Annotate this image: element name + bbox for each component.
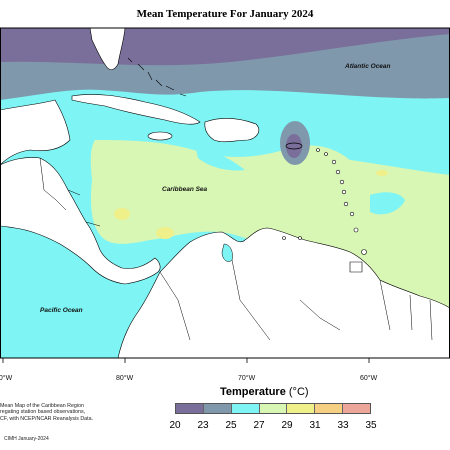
band-25-27-patch	[370, 192, 405, 215]
longitude-label: 90°W	[0, 374, 13, 382]
legend-tick-label: 29	[281, 420, 293, 431]
label-pacific-ocean: Pacific Ocean	[40, 307, 83, 314]
legend-tick-label: 20	[169, 420, 181, 431]
legend-color-bar	[175, 403, 371, 414]
legend-tick-label: 27	[253, 420, 265, 431]
band-25-27-patch	[195, 145, 245, 171]
legend-swatch	[259, 404, 288, 413]
band-29-31	[156, 227, 174, 239]
description-line: Mean Map of the Caribbean Region	[0, 403, 84, 409]
legend-swatch	[287, 404, 316, 413]
legend-tick-label: 31	[309, 420, 321, 431]
map-title: Mean Temperature For January 2024	[136, 8, 314, 20]
legend-tick-label: 33	[337, 420, 349, 431]
legend-swatch	[203, 404, 232, 413]
legend-title: Temperature (°C)	[220, 386, 309, 398]
credit-text: CIMH January-2024	[4, 436, 49, 442]
label-caribbean-sea: Caribbean Sea	[162, 186, 208, 193]
land-lesser-antilles	[282, 148, 367, 255]
land-trinidad	[349, 261, 363, 273]
land-south-america	[117, 227, 450, 358]
legend-unit: (°C)	[288, 386, 309, 398]
legend-swatch	[315, 404, 344, 413]
land-bahamas	[127, 57, 187, 97]
band-29-31	[376, 170, 388, 176]
band-20-23	[286, 134, 302, 158]
legend-tick-label: 35	[365, 420, 377, 431]
description-line: CF, with NCEP/NCAR Reanalysis Data.	[0, 415, 94, 422]
legend-swatch	[343, 404, 371, 413]
longitude-label: 80°W	[116, 374, 134, 382]
legend-swatch	[176, 404, 204, 413]
legend-ticks: 20 23 25 27 29 31 33 35	[163, 420, 383, 434]
country-borders	[39, 157, 433, 341]
land-hispaniola	[204, 118, 260, 143]
legend-tick-label: 25	[225, 420, 237, 431]
band-29-31	[114, 208, 130, 220]
land-cuba	[71, 94, 201, 125]
longitude-label: 70°W	[238, 374, 256, 382]
longitude-axis	[2, 358, 370, 363]
map-description: Mean Map of the Caribbean Region regatin…	[0, 403, 112, 422]
label-atlantic-ocean: Atlantic Ocean	[344, 63, 391, 70]
land-florida	[89, 28, 126, 70]
description-line: regating station based observations,	[0, 409, 86, 416]
legend-swatch	[231, 404, 260, 413]
land-puerto-rico	[285, 142, 303, 150]
legend-title-text: Temperature	[220, 386, 286, 398]
longitude-label: 60°W	[360, 374, 378, 382]
land-mexico	[0, 99, 71, 166]
legend-tick-label: 23	[197, 420, 209, 431]
land-jamaica	[147, 131, 173, 141]
